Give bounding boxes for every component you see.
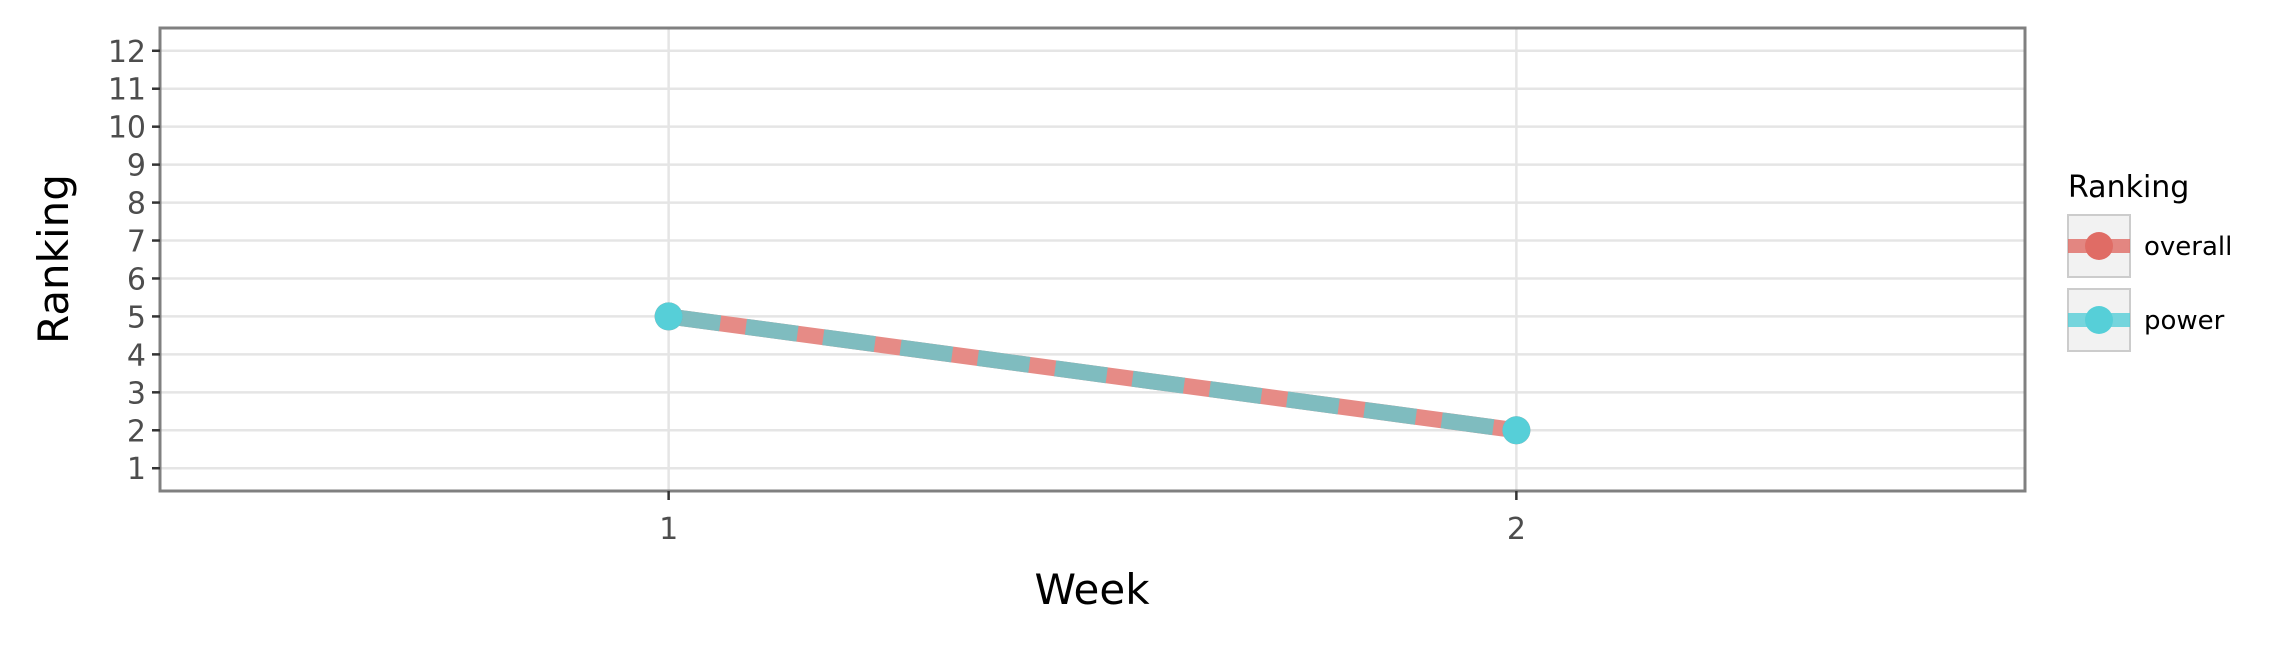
data-point-power — [1502, 416, 1531, 445]
legend-label: overall — [2144, 232, 2232, 262]
x-axis-title: Week — [1034, 565, 1150, 614]
legend-item-power: power — [2067, 288, 2225, 352]
y-tick-label: 5 — [127, 300, 146, 335]
y-tick-label: 7 — [127, 225, 146, 260]
y-tick-label: 4 — [127, 338, 146, 373]
y-tick-label: 6 — [127, 262, 146, 297]
legend-label: power — [2144, 306, 2225, 336]
legend-title: Ranking — [2068, 170, 2189, 205]
plot-panel — [160, 28, 2025, 491]
y-axis-title: Ranking — [29, 174, 78, 344]
plot-border — [158, 26, 2027, 493]
y-tick-label: 9 — [127, 149, 146, 184]
series-layer — [654, 302, 1531, 445]
y-tick-label: 10 — [108, 111, 146, 146]
y-tick-label: 11 — [108, 73, 146, 108]
legend-key-point — [2085, 306, 2113, 334]
data-point-power — [654, 302, 683, 331]
y-tick-label: 1 — [127, 452, 146, 487]
legend-key-point — [2085, 232, 2113, 260]
y-tick-label: 12 — [108, 35, 146, 70]
y-tick-label: 8 — [127, 187, 146, 222]
x-tick-label: 2 — [1507, 512, 1526, 547]
y-tick-label: 3 — [127, 376, 146, 411]
legend: Ranking overall power — [2067, 170, 2232, 352]
x-tick-label: 1 — [659, 512, 678, 547]
series-line-power — [667, 308, 1518, 439]
y-tick-label: 2 — [127, 414, 146, 449]
legend-item-overall: overall — [2067, 214, 2232, 278]
grid-lines — [160, 28, 2025, 491]
